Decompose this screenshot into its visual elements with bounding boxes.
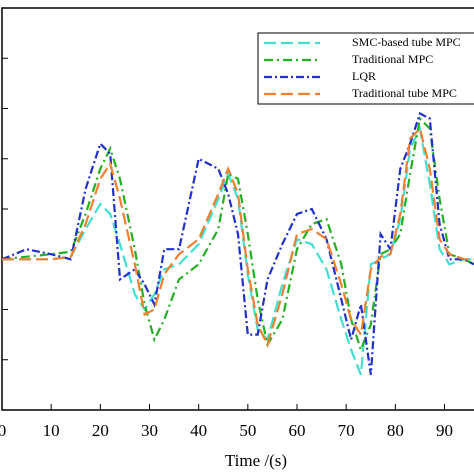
x-tick-label: 70 — [338, 421, 355, 440]
legend-label: LQR — [352, 69, 376, 83]
x-axis-label: Time /(s) — [225, 451, 287, 470]
x-tick-label: 50 — [239, 421, 256, 440]
x-tick-label: 80 — [387, 421, 404, 440]
series-line — [2, 126, 474, 348]
x-tick-label: 90 — [436, 421, 453, 440]
legend-label: SMC-based tube MPC — [352, 35, 461, 49]
legend-box — [257, 32, 474, 105]
legend-label: Traditional tube MPC — [352, 86, 457, 100]
x-tick-label: 30 — [141, 421, 158, 440]
x-tick-label: 20 — [92, 421, 109, 440]
x-tick-label: 0 — [0, 421, 6, 440]
legend-label: Traditional MPC — [352, 52, 433, 66]
x-tick-label: 40 — [190, 421, 207, 440]
x-tick-label: 10 — [43, 421, 60, 440]
series-line — [1, 116, 474, 353]
series-line — [2, 125, 474, 376]
x-tick-label: 60 — [289, 421, 306, 440]
